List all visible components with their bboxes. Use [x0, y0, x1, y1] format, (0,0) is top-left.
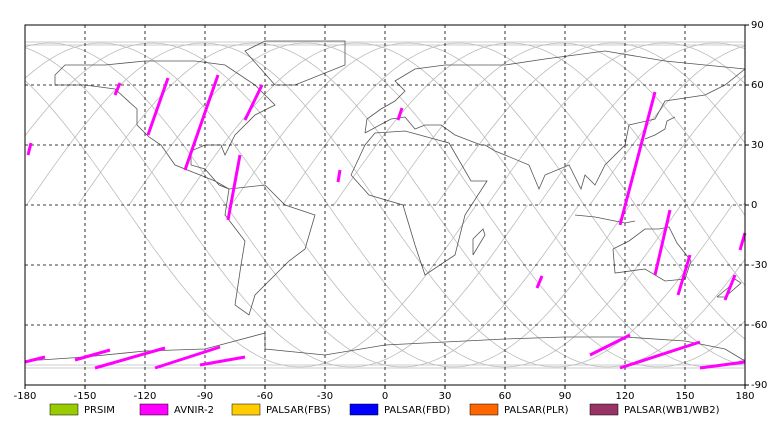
- y-tick-label: 0: [751, 200, 757, 211]
- x-tick-label: 60: [499, 391, 512, 402]
- swath: [183, 74, 220, 171]
- ground-track: [25, 47, 528, 368]
- ground-track: [77, 42, 745, 368]
- swath: [336, 169, 342, 183]
- swath: [199, 355, 246, 367]
- y-tick-label: -30: [751, 260, 767, 271]
- ground-track: [435, 42, 745, 206]
- legend-swatch: [589, 403, 619, 416]
- swath: [676, 254, 692, 296]
- legend-label: PALSAR(PLR): [504, 405, 569, 416]
- swath: [146, 77, 170, 136]
- coastline: [224, 184, 316, 316]
- coastline: [472, 228, 486, 256]
- legend-label: PALSAR(WB1/WB2): [624, 405, 720, 416]
- swath: [24, 355, 46, 364]
- swath: [74, 348, 111, 362]
- coastline: [364, 50, 745, 191]
- ground-track: [538, 42, 745, 206]
- coastline: [612, 226, 692, 282]
- legend-swatch: [231, 403, 261, 416]
- swath: [699, 360, 746, 370]
- x-tick-label: -30: [317, 391, 333, 402]
- x-tick-label: 30: [439, 391, 452, 402]
- legend-label: PALSAR(FBD): [384, 405, 450, 416]
- legend-label: AVNIR-2: [174, 405, 214, 416]
- swath: [396, 107, 404, 121]
- x-tick-label: 120: [615, 391, 634, 402]
- y-tick-label: 90: [751, 20, 764, 31]
- coastline: [350, 130, 488, 276]
- axes: -180 -150 -120 -90 -60 -30 0 30 60 90 120 150 180-90…: [14, 20, 768, 402]
- legend: PRSIM AVNIR-2 PALSAR(FBS) PALSAR(FBD) PALSAR…: [49, 403, 720, 416]
- legend-swatch: [349, 403, 379, 416]
- coastline: [716, 278, 742, 298]
- legend-label: PRSIM: [84, 405, 115, 416]
- swath: [619, 340, 701, 370]
- swath: [618, 91, 657, 226]
- x-tick-label: 180: [735, 391, 754, 402]
- swath: [26, 142, 33, 156]
- swath: [723, 274, 737, 301]
- legend-swatch: [139, 403, 169, 416]
- legend-swatch: [49, 403, 79, 416]
- legend-swatch: [469, 403, 499, 416]
- swath: [94, 346, 166, 370]
- x-tick-label: -90: [197, 391, 213, 402]
- coastlines: [25, 40, 745, 362]
- x-tick-label: 150: [675, 391, 694, 402]
- coastline: [574, 214, 636, 224]
- x-tick-label: -120: [134, 391, 157, 402]
- y-tick-label: 30: [751, 140, 764, 151]
- x-tick-label: 0: [382, 391, 388, 402]
- x-tick-label: -60: [257, 391, 273, 402]
- observation-swaths: [24, 74, 747, 370]
- swath: [589, 333, 631, 357]
- swath: [226, 154, 242, 221]
- swath: [738, 232, 747, 251]
- ground-track: [589, 45, 745, 206]
- ground-track: [179, 42, 745, 368]
- ground-track: [487, 42, 745, 206]
- y-tick-label: -60: [751, 320, 767, 331]
- x-tick-label: 90: [559, 391, 572, 402]
- y-tick-label: -90: [751, 380, 767, 391]
- x-tick-label: -180: [14, 391, 37, 402]
- swath: [535, 275, 544, 289]
- x-tick-label: -150: [74, 391, 97, 402]
- y-tick-label: 60: [751, 80, 764, 91]
- coastline: [644, 116, 676, 140]
- ground-track: [282, 42, 745, 340]
- legend-label: PALSAR(FBS): [266, 405, 331, 416]
- swath: [653, 209, 672, 276]
- coastline: [54, 60, 276, 190]
- swath: [154, 345, 221, 370]
- swath: [243, 84, 264, 121]
- swath: [113, 82, 122, 96]
